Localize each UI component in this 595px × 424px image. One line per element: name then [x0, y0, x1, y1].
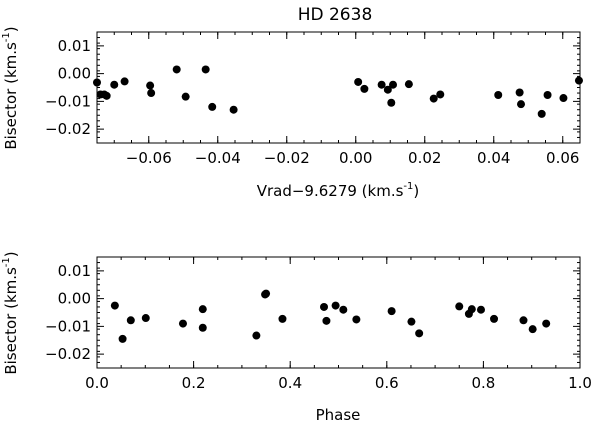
x-tick-label: 0.4 [278, 374, 302, 392]
data-point [436, 90, 445, 99]
data-point [208, 102, 217, 111]
data-point [519, 316, 528, 325]
data-point [110, 80, 119, 89]
data-point [141, 314, 150, 323]
points-layer [93, 65, 583, 118]
y-tick-label: −0.01 [45, 92, 91, 110]
data-point [331, 301, 340, 310]
y-tick-label: 0.01 [58, 37, 91, 55]
chart-title: HD 2638 [298, 5, 373, 25]
y-axis-label: Bisector (km.s-1) [1, 26, 20, 149]
data-point [387, 307, 396, 316]
data-point [146, 81, 155, 90]
ticks-layer: −0.06 −0.04 −0.02 0.00 0.02 0.04 0.06 0.01 0.00 −… [45, 31, 581, 167]
data-point [172, 65, 181, 74]
x-tick-label: 0.06 [546, 149, 579, 167]
panel-vrad: −0.06 −0.04 −0.02 0.00 0.02 0.04 0.06 0.01 0.00 −… [1, 26, 583, 200]
x-tick-label: 0.8 [471, 374, 495, 392]
data-point [262, 289, 271, 298]
data-point [467, 305, 476, 314]
data-point [229, 105, 238, 114]
data-point [339, 305, 348, 314]
ticks-layer: 0.0 0.2 0.4 0.6 0.8 1.0 0.01 0.00 −0.01 −0.02 [45, 256, 592, 392]
data-point [407, 317, 416, 326]
data-point [278, 314, 287, 323]
data-point [352, 315, 361, 324]
x-tick-label: 1.0 [568, 374, 592, 392]
x-tick-label: 0.02 [408, 149, 441, 167]
data-point [517, 100, 526, 109]
data-point [415, 329, 424, 338]
data-point [377, 80, 386, 89]
data-point [387, 98, 396, 107]
x-axis-label: Phase [316, 406, 361, 424]
x-axis-label: Vrad−9.6279 (km.s-1) [257, 181, 420, 200]
x-tick-label: 0.2 [182, 374, 206, 392]
y-tick-label: 0.00 [58, 65, 91, 83]
data-point [476, 305, 485, 314]
data-point [494, 90, 503, 99]
data-point [118, 334, 127, 343]
data-point [455, 302, 464, 311]
data-point [93, 78, 101, 87]
data-point [537, 109, 546, 118]
data-point [198, 323, 207, 332]
data-point [490, 314, 499, 323]
x-tick-label: 0.0 [85, 374, 109, 392]
data-point [198, 305, 207, 314]
x-tick-label: −0.06 [126, 149, 172, 167]
data-point [201, 65, 210, 74]
data-point [574, 76, 583, 85]
data-point [181, 92, 190, 101]
y-axis-label: Bisector (km.s-1) [1, 251, 20, 374]
data-point [383, 85, 392, 94]
points-layer [110, 289, 551, 343]
data-point [515, 88, 524, 97]
data-point [147, 89, 156, 98]
plot-frame [96, 256, 581, 369]
data-point [102, 91, 111, 100]
x-tick-label: 0.00 [339, 149, 372, 167]
data-point [320, 302, 329, 311]
y-tick-label: −0.02 [45, 120, 91, 138]
data-point [528, 325, 537, 334]
data-point [322, 316, 331, 325]
data-point [126, 316, 135, 325]
y-tick-label: −0.02 [45, 345, 91, 363]
y-tick-label: −0.01 [45, 317, 91, 335]
panel-phase: 0.0 0.2 0.4 0.6 0.8 1.0 0.01 0.00 −0.01 −0.02 Pha… [1, 251, 592, 424]
data-point [543, 90, 552, 99]
data-point [389, 80, 398, 89]
data-point [120, 77, 129, 86]
data-point [354, 77, 363, 86]
data-point [429, 94, 438, 103]
data-point [360, 84, 369, 93]
data-point [404, 80, 413, 89]
data-point [178, 319, 187, 328]
data-point [542, 319, 551, 328]
y-tick-label: 0.01 [58, 262, 91, 280]
x-tick-label: 0.04 [477, 149, 510, 167]
x-tick-label: 0.6 [375, 374, 399, 392]
plot-frame [96, 31, 581, 144]
y-tick-label: 0.00 [58, 290, 91, 308]
x-tick-label: −0.02 [264, 149, 310, 167]
data-point [110, 301, 119, 310]
data-point [252, 331, 261, 340]
data-point [559, 94, 568, 103]
x-tick-label: −0.04 [195, 149, 241, 167]
